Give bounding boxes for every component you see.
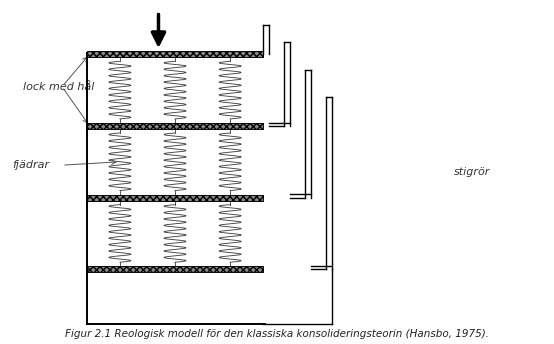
Bar [87,123,263,129]
Bar [87,123,263,129]
Bar [87,266,263,272]
Text: Figur 2.1 Reologisk modell för den klassiska konsolideringsteorin (Hansbo, 1975): Figur 2.1 Reologisk modell för den klass… [65,329,489,339]
Bar [87,194,263,201]
Bar [87,266,263,272]
Bar [87,194,263,201]
Bar [87,51,263,57]
Text: lock med hål: lock med hål [23,82,95,92]
Text: stigrör: stigrör [453,167,490,177]
Bar [87,51,263,57]
Text: fjädrar: fjädrar [12,160,49,170]
